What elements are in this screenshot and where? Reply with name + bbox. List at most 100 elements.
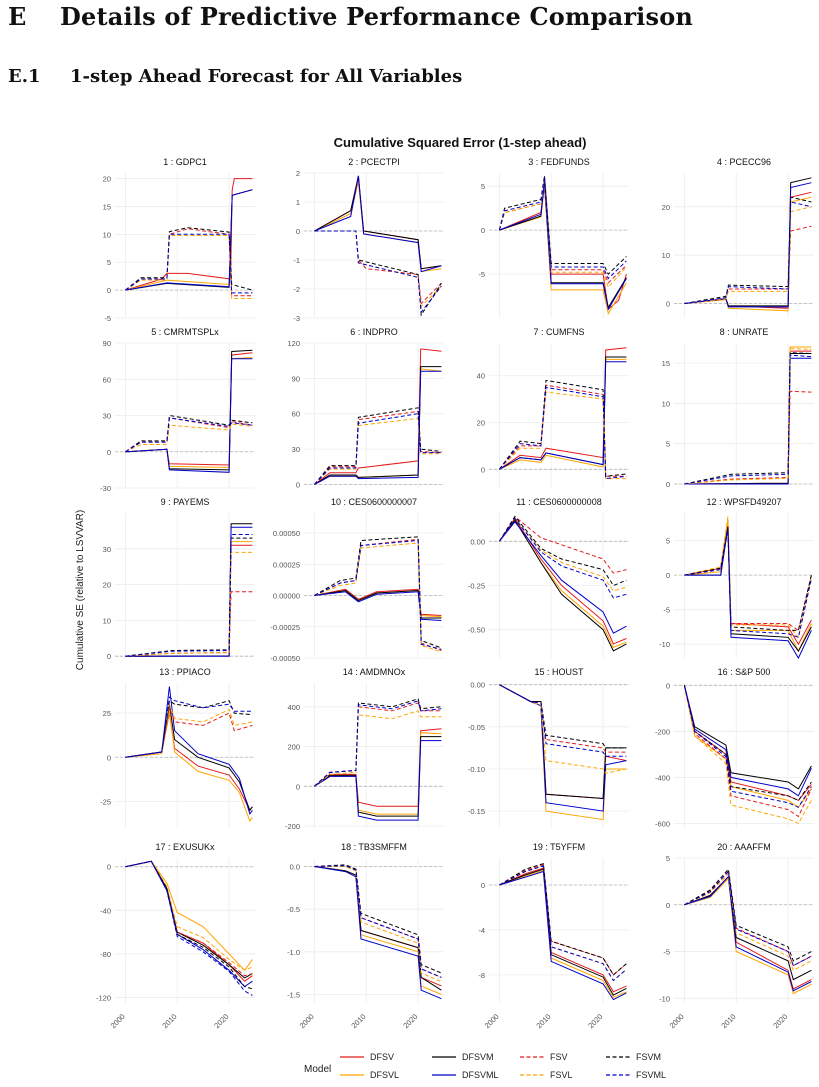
y-tick-label: -8 — [478, 971, 485, 980]
series-line-fsv — [314, 410, 442, 485]
series-line-dfsvml — [314, 175, 442, 273]
series-line-dfsvl — [684, 196, 812, 312]
y-tick-label: 0.00000 — [273, 592, 300, 601]
series-line-dfsv — [314, 866, 442, 987]
legend-item-fsv: FSV — [520, 1052, 568, 1062]
series-line-fsvm — [314, 864, 442, 974]
y-tick-label: -40 — [100, 906, 111, 915]
series-line-fsvl — [314, 866, 442, 983]
series-line-dfsvm — [125, 860, 253, 979]
series-line-dfsvml — [125, 526, 253, 657]
series-line-dfsvml — [684, 875, 812, 992]
y-tick-label: 15 — [103, 202, 111, 211]
panel-6-indpro: 6 : INDPRO 0 30 60 90 120 — [287, 327, 444, 489]
legend-item-dfsvm: DFSVM — [432, 1052, 494, 1062]
series-line-dfsv — [125, 860, 253, 982]
y-tick-label: 0 — [666, 480, 670, 489]
series-line-fsvml — [499, 865, 627, 982]
y-tick-label: 0 — [666, 681, 670, 690]
series-line-dfsvml — [683, 685, 812, 797]
series-line-dfsvl — [314, 866, 442, 995]
series-line-dfsvm — [314, 866, 442, 991]
series-line-dfsv — [684, 350, 812, 485]
y-axis-label: Cumulative SE (relative to LSVVAR) — [75, 510, 86, 670]
legend-item-fsvml: FSVML — [606, 1070, 666, 1080]
series-line-fsvm — [684, 526, 812, 631]
y-tick-label: 5 — [666, 537, 670, 546]
series-line-fsvl — [314, 710, 442, 787]
y-tick-label: -10 — [659, 640, 670, 649]
series-line-fsvml — [684, 530, 812, 638]
panel-title: 13 : PPIACO — [159, 667, 211, 677]
series-line-dfsvl — [683, 685, 812, 808]
series-line-fsvl — [499, 684, 627, 774]
series-line-dfsvl — [684, 346, 812, 485]
panel-12-wpsfd49207: 12 : WPSFD49207 -10 -5 0 5 — [659, 497, 814, 660]
series-line-fsvml — [498, 177, 627, 280]
series-line-fsvm — [125, 860, 253, 990]
y-tick-label: 0 — [666, 300, 670, 309]
y-tick-label: 10 — [662, 399, 670, 408]
series-line-fsvm — [125, 537, 253, 657]
series-line-dfsvl — [499, 186, 627, 315]
series-line-fsv — [683, 685, 812, 818]
y-tick-label: 10 — [662, 251, 670, 260]
y-tick-label: 20 — [477, 419, 485, 428]
panel-grid-lines — [304, 858, 444, 1003]
legend-item-dfsv: DFSV — [340, 1052, 394, 1062]
series-line-dfsvm — [683, 685, 812, 790]
series-line-fsvm — [498, 175, 627, 275]
series-line-dfsvml — [314, 740, 442, 821]
series-line-dfsvm — [684, 875, 812, 981]
series-line-fsvl — [684, 516, 812, 639]
y-tick-label: 30 — [103, 545, 111, 554]
y-tick-label: 0 — [481, 881, 485, 890]
y-tick-label: 5 — [666, 854, 670, 863]
y-tick-label: -0.25 — [468, 582, 485, 591]
legend-label: DFSVM — [462, 1052, 494, 1062]
panel-title: 4 : PCECC96 — [717, 157, 771, 167]
y-tick-label: -1.5 — [287, 990, 300, 999]
subsection-heading: E.1 1-step Ahead Forecast for All Variabl… — [8, 66, 462, 87]
series-line-dfsv — [499, 347, 627, 470]
x-tick-label: 2000 — [298, 1012, 316, 1030]
panel-title: 20 : AAAFFM — [717, 842, 771, 852]
x-tick-label: 2020 — [401, 1012, 419, 1030]
series-line-dfsvm — [314, 366, 442, 485]
series-line-fsvm — [498, 379, 627, 477]
y-tick-label: -5 — [663, 606, 670, 615]
y-tick-label: -0.5 — [287, 905, 300, 914]
subsection-number: E.1 — [8, 66, 41, 87]
series-line-dfsvml — [125, 358, 253, 473]
y-tick-label: 5 — [481, 182, 485, 191]
x-tick-label: 2010 — [349, 1012, 367, 1030]
series-line-fsvml — [499, 386, 627, 480]
series-line-fsvl — [314, 542, 442, 653]
y-tick-label: -5 — [104, 314, 111, 323]
series-line-dfsvml — [499, 870, 627, 1001]
y-tick-label: 0.00 — [470, 681, 485, 690]
legend-label: FSVL — [550, 1070, 573, 1080]
x-tick-label: 2020 — [771, 1012, 789, 1030]
y-tick-label: 0.00050 — [273, 529, 300, 538]
x-tick-label: 2020 — [212, 1012, 230, 1030]
series-line-fsvl — [684, 348, 812, 485]
legend-label: FSVM — [636, 1052, 661, 1062]
panel-title: 2 : PCECTPI — [348, 157, 400, 167]
series-line-dfsv — [314, 348, 442, 485]
y-tick-label: -3 — [293, 314, 300, 323]
y-tick-label: -5 — [478, 270, 485, 279]
series-line-fsvl — [125, 551, 253, 657]
panel-title: 18 : TB3SMFFM — [341, 842, 407, 852]
x-tick-label: 2000 — [109, 1012, 127, 1030]
y-tick-label: 5 — [107, 258, 111, 267]
y-tick-label: 90 — [103, 339, 111, 348]
y-tick-label: 0 — [107, 286, 111, 295]
panel-10-ces0600000007: 10 : CES0600000007 -0.00050 -0.00025 0.0000… — [270, 497, 444, 663]
panel-17-exusukx: 17 : EXUSUKx -120 -80 -40 0 2000 2010 2020 — [96, 842, 255, 1030]
series-line-dfsvl — [498, 519, 627, 649]
panel-19-t5yffm: 19 : T5YFFM -8 -4 0 2000 2010 2020 — [478, 842, 629, 1030]
series-line-fsvml — [499, 684, 627, 757]
series-line-fsvml — [684, 354, 812, 485]
